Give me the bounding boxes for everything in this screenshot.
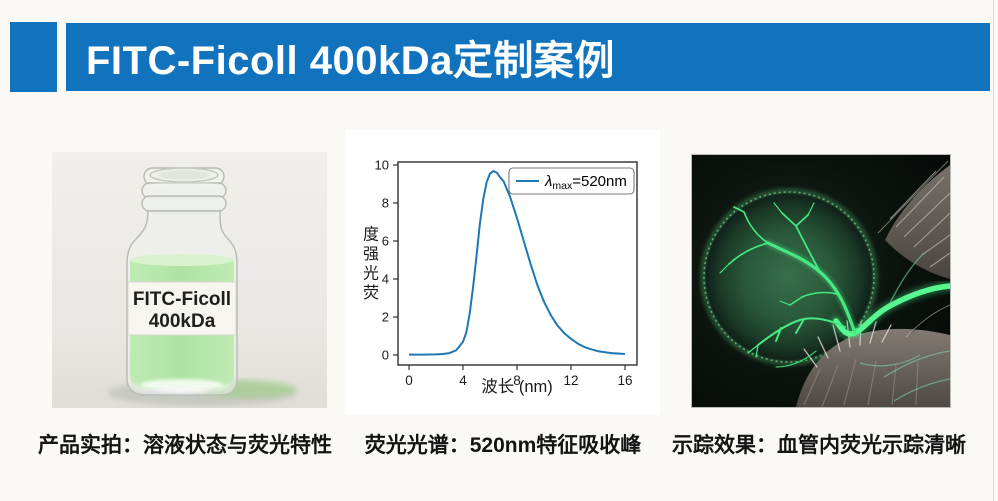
y-tick-label: 2: [382, 310, 389, 325]
plot-area: [397, 161, 638, 366]
ear-vessel-tree: [719, 202, 859, 368]
x-axis-label: 波长 (nm): [481, 377, 553, 396]
title-banner: FITC-Ficoll 400kDa定制案例: [66, 23, 990, 91]
slide-edge-line: [993, 0, 994, 501]
x-tick-label: 12: [563, 373, 578, 388]
y-tick-label: 6: [382, 234, 389, 249]
y-tick-label: 0: [382, 348, 389, 363]
y-axis-label-char: 强: [363, 246, 379, 263]
product-photo-panel: FITC-Ficoll 400kDa: [52, 152, 327, 408]
y-tick-label: 10: [375, 158, 389, 173]
y-axis-label-char: 度: [363, 225, 379, 243]
spectrum-caption: 荧光光谱：520nm特征吸收峰: [364, 434, 642, 457]
ear-body: [706, 194, 872, 360]
x-tick-label: 4: [459, 373, 467, 388]
fur-strokes-top: [889, 170, 950, 268]
y-tick-label: 8: [382, 196, 389, 211]
legend-box: [508, 167, 635, 195]
whiskers: [877, 160, 950, 338]
vial-photo-illustration: FITC-Ficoll 400kDa: [52, 152, 327, 408]
y-tick-label: 4: [382, 272, 389, 287]
base-highlight: [140, 379, 224, 391]
title-accent-square: [10, 22, 57, 92]
fur-bottom: [796, 328, 950, 407]
vial-label-line2: 400kDa: [149, 311, 216, 332]
legend-label: λmax=520nm: [544, 173, 627, 192]
product-caption: 产品实拍：溶液状态与荧光特性: [38, 434, 332, 457]
vessels-faint-lower: [859, 350, 950, 402]
mouse-ear-fluorescence-illustration: [692, 155, 950, 407]
x-tick-label: 8: [513, 373, 521, 388]
fur-top-right: [885, 165, 950, 279]
vial-label-line1: FITC-Ficoll: [133, 289, 231, 310]
ear-rim-fuzz: [703, 191, 875, 363]
ear-rim-glow: [701, 189, 877, 365]
y-axis-label-char: 荧: [363, 284, 379, 302]
ring-highlight: [151, 182, 217, 187]
fur-strokes-bottom: [803, 358, 919, 407]
tracing-photo-panel: [691, 154, 951, 408]
spectrum-curve: [409, 170, 626, 356]
trunk-vessel: [833, 283, 950, 337]
tracing-caption: 示踪效果：血管内荧光示踪清晰: [672, 434, 966, 457]
x-tick-label: 0: [405, 373, 413, 388]
liquid-surface: [130, 254, 234, 266]
neck-ring-bottom: [141, 195, 227, 212]
y-axis-label-char: 光: [363, 264, 379, 282]
vial-label: [127, 281, 237, 336]
slide-title: FITC-Ficoll 400kDa定制案例: [86, 39, 615, 83]
x-tick-label: 16: [617, 373, 632, 388]
vial-mouth-inner: [159, 170, 209, 180]
spectrum-chart-panel: 0 2 4 6 8 10 0 4 8 12 16 度强光荧波长 (nm) λmax=520nm: [345, 130, 660, 415]
